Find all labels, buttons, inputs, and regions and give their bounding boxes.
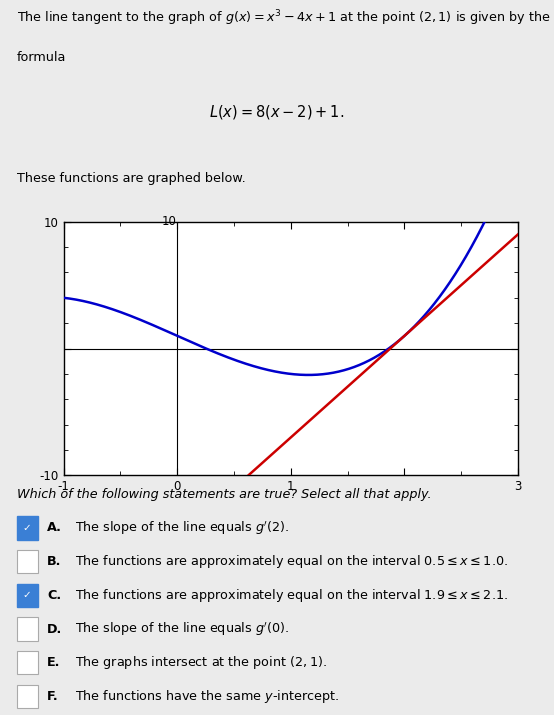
Text: These functions are graphed below.: These functions are graphed below. xyxy=(17,172,245,184)
Text: E.: E. xyxy=(47,656,60,669)
FancyBboxPatch shape xyxy=(17,583,38,607)
Text: The functions are approximately equal on the interval $0.5 \leq x \leq 1.0$.: The functions are approximately equal on… xyxy=(75,553,508,570)
FancyBboxPatch shape xyxy=(17,651,38,674)
Text: The slope of the line equals $g'(0)$.: The slope of the line equals $g'(0)$. xyxy=(75,621,289,638)
Text: The slope of the line equals $g'(2)$.: The slope of the line equals $g'(2)$. xyxy=(75,519,289,537)
Text: A.: A. xyxy=(47,521,62,534)
Text: The functions are approximately equal on the interval $1.9 \leq x \leq 2.1$.: The functions are approximately equal on… xyxy=(75,587,508,604)
Text: B.: B. xyxy=(47,555,61,568)
Text: The functions have the same $y$-intercept.: The functions have the same $y$-intercep… xyxy=(75,688,339,705)
Text: 10: 10 xyxy=(162,215,177,228)
Text: $L(x) = 8(x - 2) + 1.$: $L(x) = 8(x - 2) + 1.$ xyxy=(209,103,345,121)
Text: ✓: ✓ xyxy=(23,591,32,601)
Text: formula: formula xyxy=(17,51,66,64)
FancyBboxPatch shape xyxy=(17,685,38,708)
FancyBboxPatch shape xyxy=(17,516,38,540)
Text: Which of the following statements are true? Select all that apply.: Which of the following statements are tr… xyxy=(17,488,431,501)
Text: ✓: ✓ xyxy=(23,523,32,533)
Text: F.: F. xyxy=(47,690,59,703)
Text: The graphs intersect at the point $(2, 1)$.: The graphs intersect at the point $(2, 1… xyxy=(75,654,327,671)
Text: C.: C. xyxy=(47,589,61,602)
Text: D.: D. xyxy=(47,623,63,636)
FancyBboxPatch shape xyxy=(17,550,38,573)
Text: The line tangent to the graph of $g(x) = x^3 - 4x + 1$ at the point $(2, 1)$ is : The line tangent to the graph of $g(x) =… xyxy=(17,9,550,28)
FancyBboxPatch shape xyxy=(17,617,38,641)
